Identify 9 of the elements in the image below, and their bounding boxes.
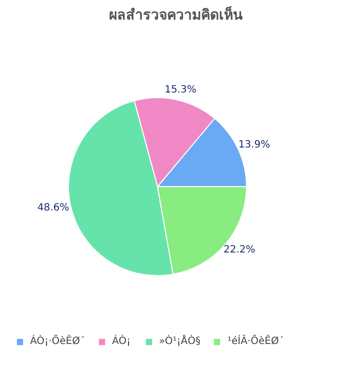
data-label: 48.6% [37,202,70,214]
data-label: 13.9% [238,139,270,150]
data-label: 15.3% [164,84,196,96]
legend-label: ÁÒ¡ [112,336,132,347]
chart-title: ผลสำรวจความคิดเห็น [109,6,243,24]
legend-label: »Ò¹¡ÅÒ§ [158,336,200,347]
legend-label: ¹éÍÂ·ÕèÊØ´ [227,336,284,347]
legend-label: ÁÒ¡·ÕèÊØ´ [30,336,85,347]
data-label: 22.2% [223,244,256,256]
